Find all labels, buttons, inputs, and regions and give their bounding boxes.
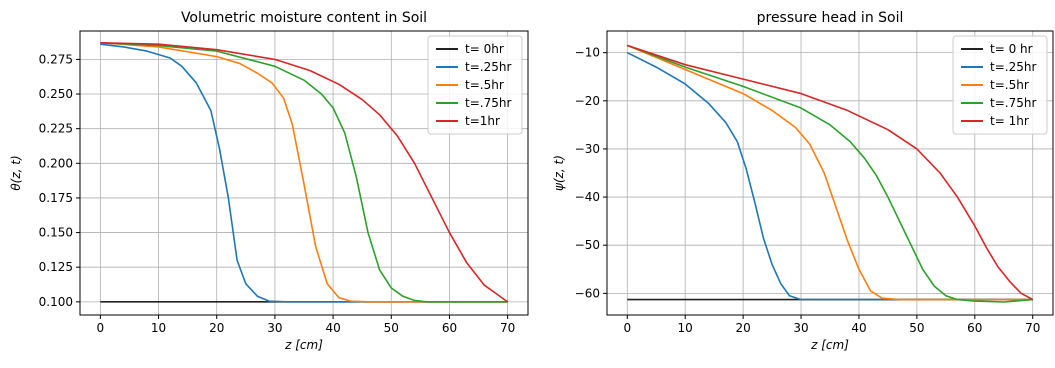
series-line-5 <box>627 44 1034 301</box>
chart-title: pressure head in Soil <box>757 10 904 26</box>
x-tick-label: 20 <box>209 321 224 335</box>
series-line-5 <box>100 41 509 303</box>
y-tick-label: 0.100 <box>39 295 73 309</box>
y-tick-label: 0.150 <box>39 226 73 240</box>
legend-label-5: t= 1hr <box>990 114 1029 128</box>
legend-box <box>952 35 1048 135</box>
legend-label-3: t=.5hr <box>465 78 504 92</box>
chart-title: Volumetric moisture content in Soil <box>181 10 427 26</box>
x-tick-label: 0 <box>97 321 105 335</box>
legend-label-4: t=.75hr <box>465 96 511 110</box>
y-tick-label: 0.225 <box>39 122 73 136</box>
y-tick-label: 0.275 <box>39 52 73 66</box>
y-axis-label: ψ(z, t) <box>552 155 566 191</box>
y-axis-label: θ(z, t) <box>9 155 23 190</box>
plot-frame <box>79 30 529 316</box>
y-tick-label: −10 <box>575 46 600 60</box>
x-axis-label: z [cm] <box>810 338 849 352</box>
legend: t= 0hr t=.25hr t=.5hr t=.75hr t=1hr <box>427 35 523 135</box>
x-tick-label: 20 <box>735 321 750 335</box>
plot-frame <box>606 30 1054 316</box>
y-tick-label: −40 <box>575 190 600 204</box>
legend-label-2: t=.25hr <box>465 60 511 74</box>
y-tick-label: 0.250 <box>39 87 73 101</box>
series-line-4 <box>100 41 508 303</box>
x-tick-label: 40 <box>851 321 866 335</box>
y-tick-label: −20 <box>575 94 600 108</box>
x-tick-label: 0 <box>623 321 631 335</box>
legend-label-4: t=.75hr <box>990 96 1036 110</box>
chart-2: 0 10 20 30 40 50 60 70 −10 −20 −30 −40 −50 −60 pressur… <box>552 10 1054 352</box>
series-line-2 <box>100 43 508 303</box>
legend-label-1: t= 0hr <box>465 42 504 56</box>
x-tick-label: 10 <box>151 321 166 335</box>
y-tick-label: 0.125 <box>39 260 73 274</box>
x-tick-label: 50 <box>909 321 924 335</box>
legend-box <box>427 35 523 135</box>
legend-label-5: t=1hr <box>465 114 500 128</box>
legend-label-1: t= 0 hr <box>990 42 1033 56</box>
chart-1: 0 10 20 30 40 50 60 70 0.100 0.125 0.150 0.175 0.200… <box>9 10 529 352</box>
x-tick-label: 30 <box>793 321 808 335</box>
legend: t= 0 hr t=.25hr t=.5hr t=.75hr t= 1hr <box>952 35 1048 135</box>
y-tick-label: 0.200 <box>39 156 73 170</box>
series-line-4 <box>626 44 1033 303</box>
series-line-3 <box>626 44 1033 301</box>
x-tick-label: 70 <box>1025 321 1040 335</box>
y-tick-label: −30 <box>575 142 600 156</box>
x-tick-label: 70 <box>500 321 515 335</box>
x-tick-label: 10 <box>678 321 693 335</box>
x-tick-label: 30 <box>267 321 282 335</box>
y-tick-label: −50 <box>575 238 600 252</box>
x-tick-label: 40 <box>325 321 340 335</box>
y-tick-label: 0.175 <box>39 191 73 205</box>
x-axis-label: z [cm] <box>284 338 323 352</box>
series-line-3 <box>100 41 508 303</box>
legend-label-2: t=.25hr <box>990 60 1036 74</box>
y-tick-label: −60 <box>575 286 600 300</box>
series-line-2 <box>626 51 1033 301</box>
legend-label-3: t=.5hr <box>990 78 1029 92</box>
x-tick-label: 60 <box>967 321 982 335</box>
x-tick-label: 50 <box>384 321 399 335</box>
x-tick-label: 60 <box>442 321 457 335</box>
